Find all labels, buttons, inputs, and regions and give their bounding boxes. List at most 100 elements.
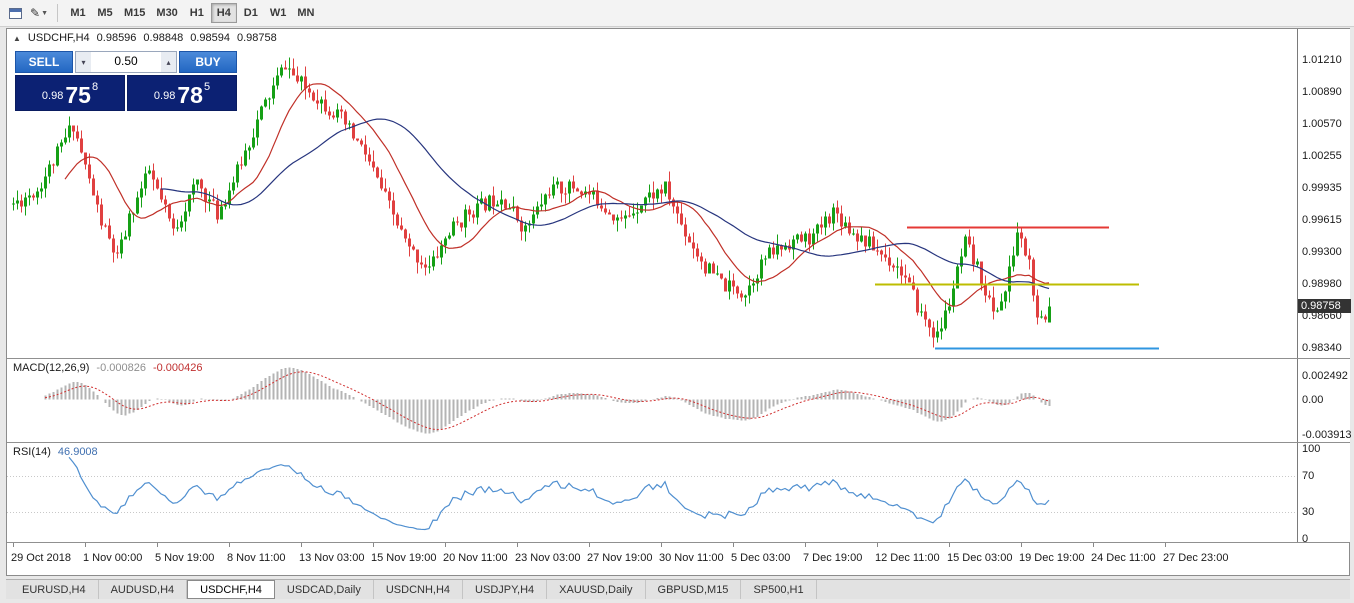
chart-tab-eurusd-h4[interactable]: EURUSD,H4 xyxy=(10,580,99,599)
rsi-axis-label: 70 xyxy=(1302,470,1315,482)
time-axis-label: 12 Dec 11:00 xyxy=(875,552,940,564)
timeframe-button-d1[interactable]: D1 xyxy=(243,7,258,19)
time-axis-tick xyxy=(517,543,518,547)
time-axis-label: 24 Dec 11:00 xyxy=(1091,552,1156,564)
macd-axis-label: 0.002492 xyxy=(1302,369,1348,382)
time-axis-label: 27 Nov 19:00 xyxy=(587,552,653,564)
mini-chart-icon xyxy=(8,7,22,19)
one-click-toggle-icon[interactable]: ▲ xyxy=(13,33,21,43)
time-axis-tick xyxy=(877,543,878,547)
chart-tab-xauusd-daily[interactable]: XAUUSD,Daily xyxy=(547,580,646,599)
macd-axis: 0.002492 0.00 -0.003913 xyxy=(1297,359,1352,442)
chart-tab-usdcnh-h4[interactable]: USDCNH,H4 xyxy=(374,580,464,599)
chart-tab-usdcad-daily[interactable]: USDCAD,Daily xyxy=(275,580,374,599)
timeframe-button-m5[interactable]: M5 xyxy=(97,7,113,19)
chevron-down-icon: ▼ xyxy=(41,9,48,17)
price-axis-label: 0.99615 xyxy=(1302,214,1342,227)
macd-chart-canvas[interactable] xyxy=(7,359,1297,443)
buy-price-prefix: 0.98 xyxy=(153,90,176,102)
buy-price-pip: 5 xyxy=(203,81,211,93)
time-axis-label: 13 Nov 03:00 xyxy=(299,552,365,564)
time-axis-label: 29 Oct 2018 xyxy=(11,552,71,564)
buy-button[interactable]: BUY xyxy=(179,51,237,73)
time-axis-tick xyxy=(589,543,590,547)
macd-axis-label: 0.00 xyxy=(1302,393,1324,406)
chart-tab-usdchf-h4[interactable]: USDCHF,H4 xyxy=(187,580,275,599)
macd-axis-label: -0.003913 xyxy=(1302,429,1352,441)
chart-window: 1.01210 1.00890 1.00570 1.00255 0.99935 0.996… xyxy=(6,28,1352,576)
time-axis-tick xyxy=(373,543,374,547)
timeframe-button-h1[interactable]: H1 xyxy=(189,7,204,19)
chart-tab-gbpusd-m15[interactable]: GBPUSD,M15 xyxy=(646,580,742,599)
macd-main-value: -0.000826 xyxy=(96,362,146,374)
chart-tabbar: EURUSD,H4 AUDUSD,H4 USDCHF,H4 USDCAD,Daily U… xyxy=(6,579,1350,599)
time-axis-label: 15 Nov 19:00 xyxy=(371,552,437,564)
rsi-axis-label: 100 xyxy=(1302,443,1321,455)
time-axis-label: 23 Nov 03:00 xyxy=(515,552,581,564)
macd-label: MACD(12,26,9) -0.000826 -0.000426 xyxy=(13,362,203,374)
time-axis-label: 8 Nov 11:00 xyxy=(227,552,286,564)
open-value: 0.98596 xyxy=(96,32,137,44)
volume-up-button[interactable]: ▴ xyxy=(161,52,176,72)
chart-window-icon[interactable] xyxy=(4,3,26,23)
timeframe-button-h4[interactable]: H4 xyxy=(210,3,237,23)
time-axis-tick xyxy=(445,543,446,547)
time-axis-label: 30 Nov 11:00 xyxy=(659,552,724,564)
time-axis-tick xyxy=(85,543,86,547)
time-axis-tick xyxy=(1165,543,1166,547)
time-axis: 29 Oct 2018 1 Nov 00:00 5 Nov 19:00 8 Nov 1… xyxy=(7,543,1349,572)
time-axis-label: 5 Dec 03:00 xyxy=(731,552,791,564)
time-axis-tick xyxy=(13,543,14,547)
rsi-pane: 100 70 30 0 RSI(14) 46.9008 xyxy=(7,443,1350,545)
volume-input[interactable]: ▾ 0.50 ▴ xyxy=(75,51,177,73)
timeframe-button-m30[interactable]: M30 xyxy=(156,7,178,19)
buy-price-big: 78 xyxy=(177,82,203,109)
drawing-tool-dropdown[interactable]: ✎ ▼ xyxy=(28,3,50,23)
price-axis-label: 1.00570 xyxy=(1302,118,1342,131)
high-value: 0.98848 xyxy=(143,32,184,44)
sell-price[interactable]: 0.98 75 8 xyxy=(15,75,125,111)
time-axis-tick xyxy=(661,543,662,547)
volume-down-button[interactable]: ▾ xyxy=(76,52,91,72)
timeframe-button-mn[interactable]: MN xyxy=(297,7,315,19)
chart-tab-sp500-h1[interactable]: SP500,H1 xyxy=(741,580,817,599)
buy-price[interactable]: 0.98 78 5 xyxy=(127,75,237,111)
time-axis-tick xyxy=(229,543,230,547)
time-axis-label: 15 Dec 03:00 xyxy=(947,552,1013,564)
price-axis-label: 0.98980 xyxy=(1302,277,1342,290)
sell-price-prefix: 0.98 xyxy=(41,90,64,102)
rsi-chart-canvas[interactable] xyxy=(7,443,1297,543)
chart-tab-usdjpy-h4[interactable]: USDJPY,H4 xyxy=(463,580,548,599)
price-chart-canvas[interactable] xyxy=(7,29,1297,359)
time-axis-tick xyxy=(157,543,158,547)
macd-signal-value: -0.000426 xyxy=(152,362,203,374)
one-click-trading-panel: SELL ▾ 0.50 ▴ BUY 0.98 75 8 0.98 xyxy=(15,51,237,111)
low-value: 0.98594 xyxy=(190,32,230,44)
price-axis-label: 0.99935 xyxy=(1302,181,1342,194)
timeframe-button-m15[interactable]: M15 xyxy=(124,7,146,19)
price-axis-label: 1.01210 xyxy=(1302,54,1342,67)
volume-value[interactable]: 0.50 xyxy=(114,54,138,68)
pencil-icon: ✎ xyxy=(30,6,41,20)
time-axis-tick xyxy=(1021,543,1022,547)
timeframe-button-m1[interactable]: M1 xyxy=(70,7,86,19)
toolbar: ✎ ▼ M1 M5 M15 M30 H1 H4 D1 W1 MN xyxy=(0,0,1354,27)
price-axis-label: 0.99300 xyxy=(1302,245,1342,258)
time-axis-tick xyxy=(301,543,302,547)
toolbar-separator xyxy=(57,4,58,22)
time-axis-tick xyxy=(805,543,806,547)
rsi-axis-label: 30 xyxy=(1302,506,1315,518)
time-axis-label: 5 Nov 19:00 xyxy=(155,552,215,564)
sell-button[interactable]: SELL xyxy=(15,51,73,73)
time-axis-label: 1 Nov 00:00 xyxy=(83,552,143,564)
macd-pane: 0.002492 0.00 -0.003913 MACD(12,26,9) -0.0… xyxy=(7,359,1352,443)
rsi-label: RSI(14) 46.9008 xyxy=(13,446,98,458)
chart-tab-audusd-h4[interactable]: AUDUSD,H4 xyxy=(99,580,188,599)
timeframe-button-w1[interactable]: W1 xyxy=(269,7,287,19)
price-axis-label: 0.98340 xyxy=(1302,341,1342,354)
time-axis-label: 19 Dec 19:00 xyxy=(1019,552,1085,564)
time-axis-tick xyxy=(733,543,734,547)
current-price-badge: 0.98758 xyxy=(1298,299,1351,314)
sell-price-pip: 8 xyxy=(91,81,99,93)
